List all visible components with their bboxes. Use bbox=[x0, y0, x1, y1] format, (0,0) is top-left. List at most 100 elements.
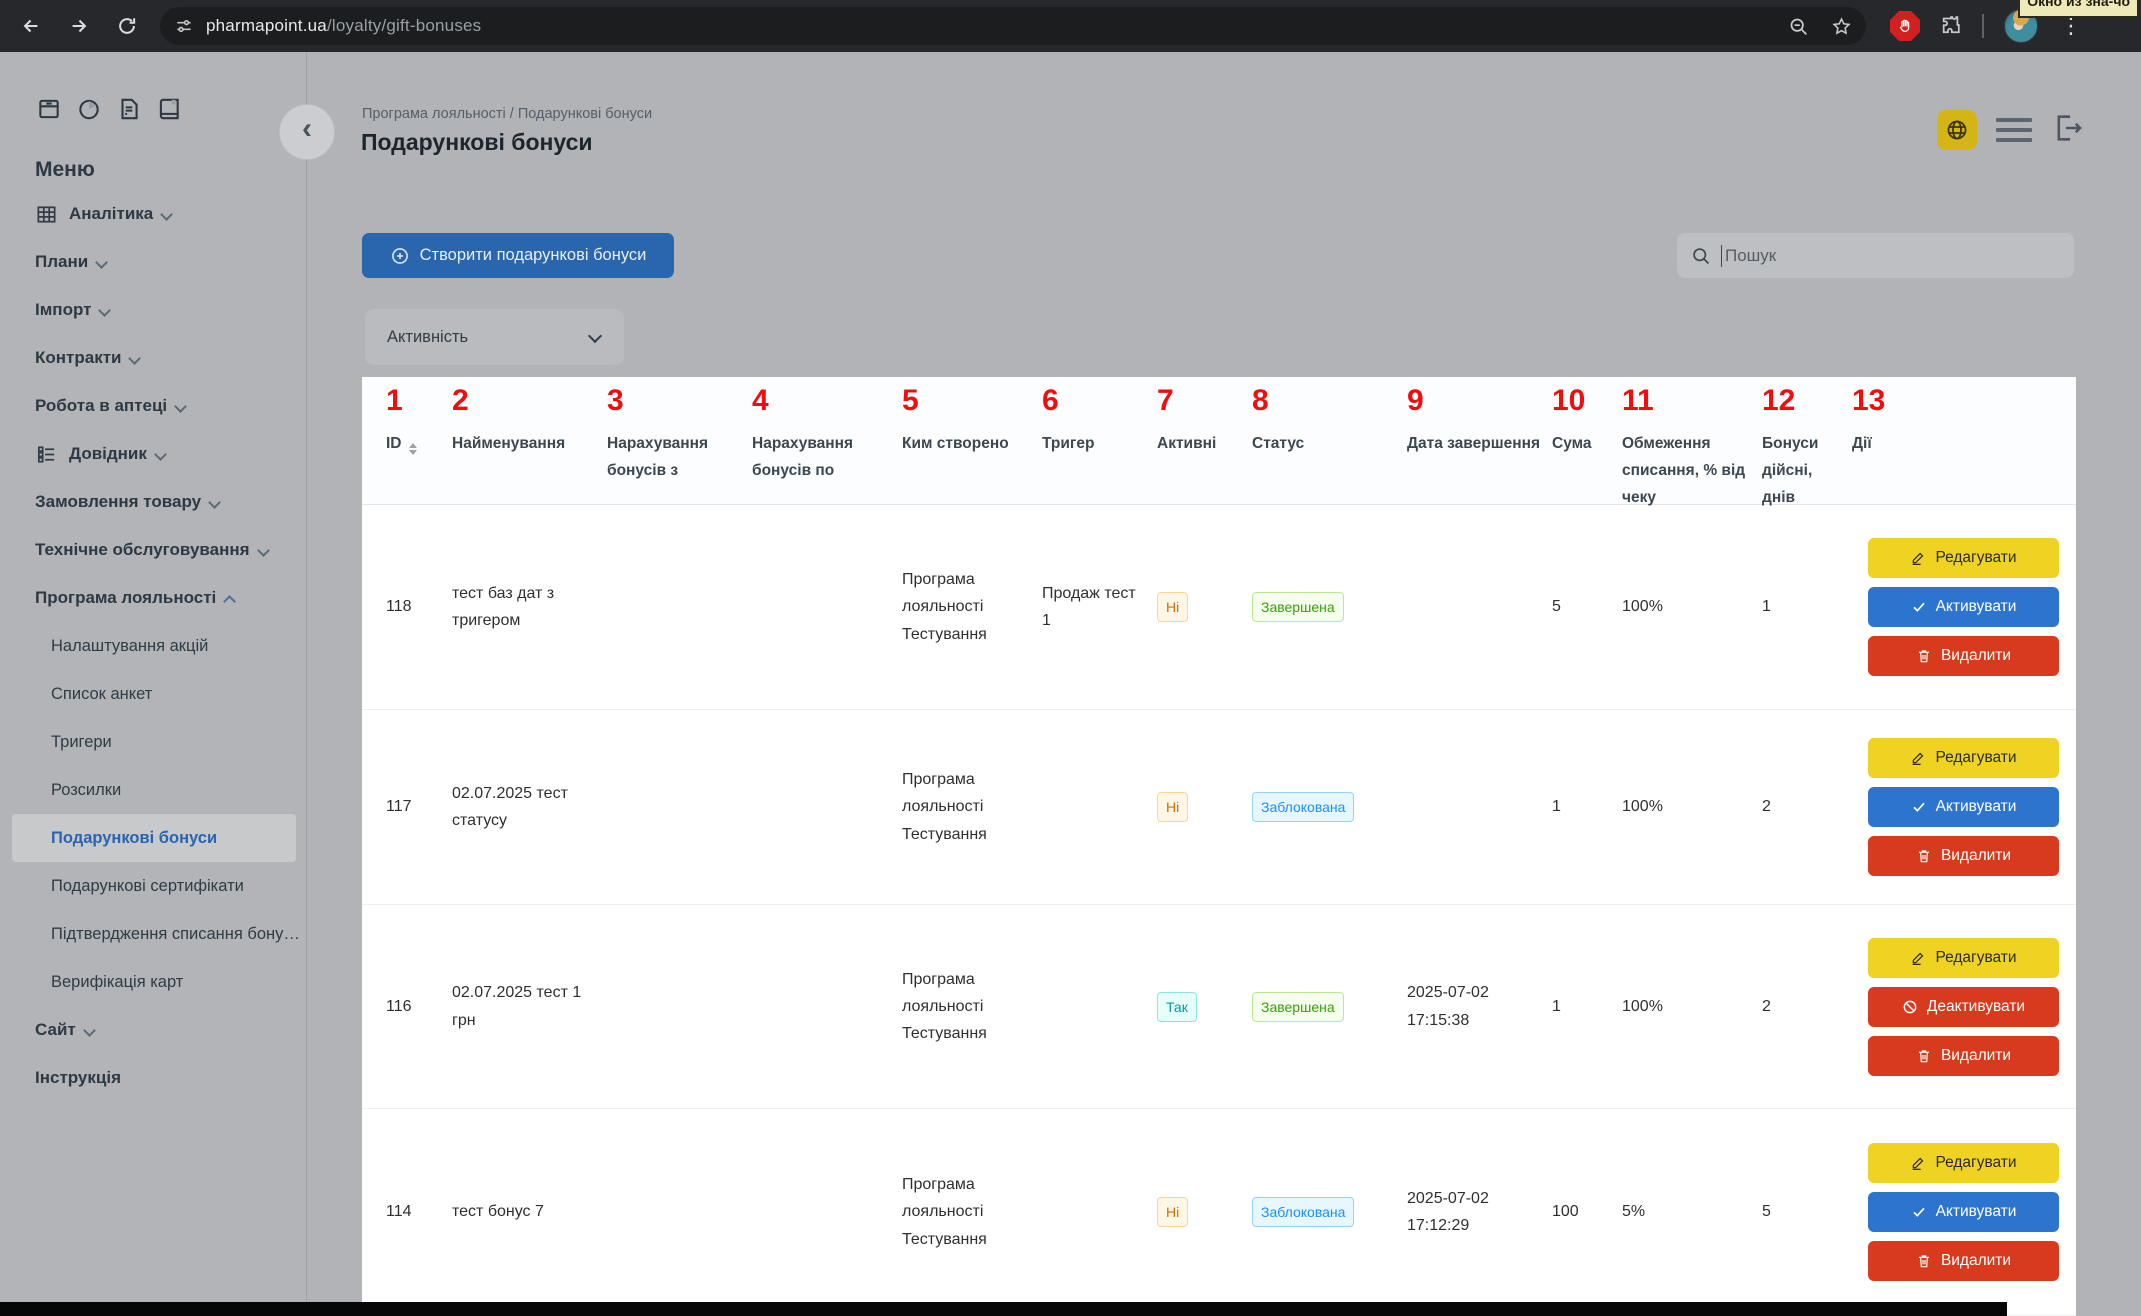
cell-name: 02.07.2025 тест статусу bbox=[452, 784, 568, 829]
annotation-number: 7 bbox=[1157, 384, 1174, 417]
sidebar-item-плани[interactable]: Плани bbox=[0, 238, 306, 286]
breadcrumb[interactable]: Програма лояльності / Подарункові бонуси bbox=[362, 106, 653, 122]
delete-button[interactable]: Видалити bbox=[1868, 836, 2059, 876]
row-actions: Редагувати Активувати Видалити bbox=[1852, 738, 2076, 876]
annotation-number: 10 bbox=[1552, 384, 1586, 417]
annotation-number: 3 bbox=[607, 384, 624, 417]
cell-name: тест бонус 7 bbox=[452, 1203, 544, 1221]
hamburger-menu-icon[interactable] bbox=[1996, 114, 2032, 146]
sidebar-item-аналітика[interactable]: Аналітика bbox=[0, 190, 306, 238]
sidebar-item-імпорт[interactable]: Імпорт bbox=[0, 286, 306, 334]
extensions-icon[interactable] bbox=[1940, 13, 1962, 40]
edit-button[interactable]: Редагувати bbox=[1868, 937, 2059, 978]
activity-filter-dropdown[interactable]: Активність bbox=[365, 309, 624, 365]
edit-button[interactable]: Редагувати bbox=[1868, 538, 2059, 578]
action-button-label: Активувати bbox=[1935, 598, 2017, 615]
column-label: Статус bbox=[1252, 434, 1305, 452]
url-text[interactable]: pharmapoint.ua/loyalty/gift-bonuses bbox=[206, 16, 482, 35]
activate-button[interactable]: Активувати bbox=[1868, 787, 2059, 827]
sidebar-item-програма-лояльності[interactable]: Програма лояльності bbox=[0, 574, 306, 622]
search-input[interactable] bbox=[1722, 245, 2060, 266]
logout-icon[interactable] bbox=[2051, 111, 2085, 150]
sidebar-item-label: Технічне обслуговування bbox=[35, 540, 250, 559]
check-icon bbox=[1911, 1204, 1927, 1220]
create-gift-bonus-button[interactable]: Створити подарункові бонуси bbox=[362, 233, 674, 278]
activate-button[interactable]: Активувати bbox=[1868, 587, 2059, 627]
sidebar-item-верифікація-карт[interactable]: Верифікація карт bbox=[0, 958, 306, 1006]
site-settings-icon[interactable] bbox=[174, 16, 194, 36]
reload-icon[interactable] bbox=[110, 9, 144, 43]
language-globe-button[interactable] bbox=[1937, 110, 1977, 150]
table-row-117: 117 02.07.2025 тест статусу Програма лояль… bbox=[362, 710, 2076, 905]
row-actions: Редагувати Активувати Видалити bbox=[1852, 1143, 2076, 1281]
zoom-out-icon[interactable] bbox=[1788, 16, 1809, 37]
sidebar-item-налаштування-акцій[interactable]: Налаштування акцій bbox=[0, 622, 306, 670]
sidebar-menu: Аналітика Плани Імпорт Контракти Робота в ап… bbox=[0, 190, 306, 1102]
book-icon[interactable] bbox=[156, 96, 182, 122]
sidebar-collapse-button[interactable]: ‹ bbox=[279, 104, 335, 160]
forward-icon[interactable] bbox=[62, 9, 96, 43]
sidebar-item-розсилки[interactable]: Розсилки bbox=[0, 766, 306, 814]
column-label: Найменування bbox=[452, 434, 566, 452]
browser-menu-icon[interactable]: ⋮ bbox=[2060, 13, 2082, 38]
cell-sum: 100 bbox=[1552, 1203, 1579, 1221]
action-button-label: Редагувати bbox=[1935, 549, 2017, 566]
sidebar-item-підтвердження-списання-бону-[interactable]: Підтвердження списання бону… bbox=[0, 910, 306, 958]
column-header-тригер: 6 Тригер bbox=[1042, 377, 1157, 511]
status-badge: Заблокована bbox=[1252, 1197, 1355, 1227]
edit-button[interactable]: Редагувати bbox=[1868, 738, 2059, 778]
column-label: Дата завершення bbox=[1407, 434, 1541, 452]
delete-button[interactable]: Видалити bbox=[1868, 1035, 2059, 1076]
annotation-number: 13 bbox=[1852, 384, 1886, 417]
sidebar-item-тригери[interactable]: Тригери bbox=[0, 718, 306, 766]
cell-created_by: Програма лояльності Тестування bbox=[902, 771, 987, 843]
activate-button[interactable]: Активувати bbox=[1868, 1192, 2059, 1232]
sort-icon[interactable] bbox=[408, 442, 417, 455]
sidebar-item-технічне-обслуговування[interactable]: Технічне обслуговування bbox=[0, 526, 306, 574]
sidebar-item-довідник[interactable]: Довідник bbox=[0, 430, 306, 478]
chevron-down-icon bbox=[97, 255, 108, 266]
action-button-label: Видалити bbox=[1940, 1252, 2012, 1269]
bottom-screen-bar bbox=[0, 1302, 2007, 1316]
status-badge: Завершена bbox=[1252, 991, 1344, 1022]
sidebar-item-подарункові-сертифікати[interactable]: Подарункові сертифікати bbox=[0, 862, 306, 910]
column-label: Бонуси дійсні, днів bbox=[1762, 434, 1819, 506]
sidebar-item-сайт[interactable]: Сайт bbox=[0, 1006, 306, 1054]
sidebar-item-label: Контракти bbox=[35, 348, 122, 367]
cell-sum: 1 bbox=[1552, 997, 1561, 1015]
edit-button[interactable]: Редагувати bbox=[1868, 1143, 2059, 1183]
pie-chart-icon[interactable] bbox=[76, 96, 102, 122]
cell-limit: 100% bbox=[1622, 598, 1663, 616]
sidebar-item-подарункові-бонуси[interactable]: Подарункові бонуси bbox=[0, 814, 306, 862]
sidebar-item-замовлення-товару[interactable]: Замовлення товару bbox=[0, 478, 306, 526]
cell-created_by: Програма лояльності Тестування bbox=[902, 1176, 987, 1248]
archive-icon[interactable] bbox=[36, 96, 62, 122]
cell-id: 118 bbox=[386, 598, 412, 616]
chevron-down-icon bbox=[85, 1023, 96, 1034]
sidebar-item-інструкція[interactable]: Інструкція bbox=[0, 1054, 306, 1102]
bookmark-star-icon[interactable] bbox=[1831, 16, 1852, 37]
url-bar[interactable]: pharmapoint.ua/loyalty/gift-bonuses bbox=[160, 7, 1866, 45]
action-button-label: Активувати bbox=[1935, 798, 2017, 815]
globe-icon bbox=[1947, 120, 1967, 140]
column-label: Сума bbox=[1552, 434, 1592, 452]
search-icon bbox=[1693, 247, 1710, 264]
delete-button[interactable]: Видалити bbox=[1868, 636, 2059, 676]
ban-icon bbox=[1902, 999, 1918, 1015]
action-button-label: Редагувати bbox=[1935, 1154, 2017, 1171]
search-box[interactable] bbox=[1677, 233, 2074, 278]
back-icon[interactable] bbox=[14, 9, 48, 43]
chevron-down-icon bbox=[156, 447, 167, 458]
document-icon[interactable] bbox=[116, 96, 142, 122]
delete-button[interactable]: Видалити bbox=[1868, 1241, 2059, 1281]
sidebar-item-список-анкет[interactable]: Список анкет bbox=[0, 670, 306, 718]
check-icon bbox=[1911, 599, 1927, 615]
column-label: Активні bbox=[1157, 434, 1217, 452]
deactivate-button[interactable]: Деактивувати bbox=[1868, 986, 2059, 1027]
sidebar-item-контракти[interactable]: Контракти bbox=[0, 334, 306, 382]
sidebar-item-робота-в-аптеці[interactable]: Робота в аптеці bbox=[0, 382, 306, 430]
annotation-number: 12 bbox=[1762, 384, 1796, 417]
adblock-icon[interactable] bbox=[1890, 11, 1920, 41]
chevron-down-icon bbox=[210, 495, 221, 506]
row-actions: Редагувати Деактивувати Видалити bbox=[1852, 937, 2076, 1076]
